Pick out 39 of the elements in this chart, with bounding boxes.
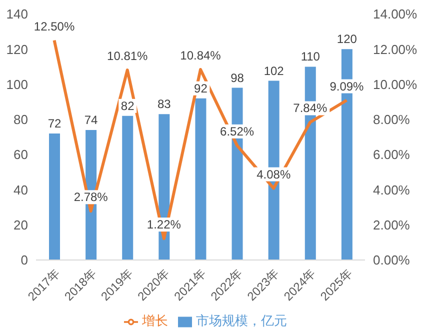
data-label: 92	[194, 81, 208, 96]
data-label: 6.52%	[220, 124, 254, 138]
y2-tick-label: 6.00%	[373, 147, 410, 162]
data-label: 72	[48, 116, 62, 130]
y2-tick-label: 4.00%	[373, 182, 410, 198]
y2-tick-label: 10.00%	[373, 76, 418, 92]
y-tick-label: 0	[20, 252, 28, 268]
data-label: 120	[336, 32, 358, 46]
data-label: 1.22%	[146, 218, 182, 232]
y2-tick-label: 0.00%	[373, 252, 410, 268]
data-label: 82	[120, 98, 135, 113]
data-label: 4.08%	[256, 167, 291, 182]
bar	[195, 98, 206, 260]
y-tick-label: 120	[6, 42, 28, 57]
data-label: 2.78%	[74, 190, 108, 204]
y-tick-label: 80	[14, 112, 28, 128]
data-label: 83	[157, 97, 172, 112]
data-label: 10.84%	[180, 48, 222, 63]
data-label: 98	[230, 70, 244, 85]
y-tick-label: 60	[14, 147, 28, 162]
data-label: 102	[264, 64, 284, 78]
y2-tick-label: 2.00%	[373, 217, 410, 232]
data-label: 12.50%	[34, 19, 75, 34]
y2-tick-label: 12.00%	[373, 42, 418, 57]
data-label: 110	[300, 50, 320, 64]
data-label: 7.84%	[293, 101, 328, 116]
legend-label: 市场规模，亿元	[196, 313, 287, 328]
y-tick-label: 20	[14, 217, 28, 232]
data-label: 10.81%	[107, 49, 148, 64]
y-tick-label: 100	[6, 76, 28, 92]
data-label: 74	[84, 112, 98, 127]
bar	[122, 116, 134, 260]
data-label: 9.09%	[330, 79, 364, 94]
legend-label: 增长	[142, 313, 168, 328]
y2-tick-label: 8.00%	[373, 112, 410, 128]
y-tick-label: 40	[14, 182, 28, 198]
y-tick-label: 140	[6, 6, 28, 22]
y2-tick-label: 14.00%	[373, 6, 418, 22]
bar	[49, 133, 60, 260]
